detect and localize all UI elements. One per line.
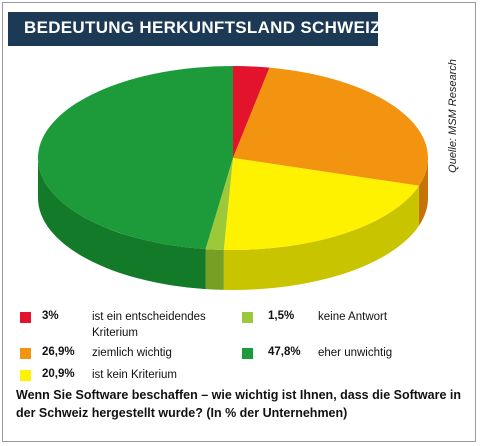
pie-slice-ziemlich-wichtig xyxy=(233,67,428,186)
legend-pct: 47,8% xyxy=(268,346,301,358)
legend-label: ist kein Kriterium xyxy=(92,369,177,381)
legend-label-cont: Kriterium xyxy=(92,327,139,339)
pie-slice-keine-antwort xyxy=(205,158,233,250)
pie-sides xyxy=(38,158,428,290)
legend-swatch xyxy=(242,312,253,323)
legend-swatch xyxy=(20,312,31,323)
legend-label: ziemlich wichtig xyxy=(92,347,172,359)
pie-side-keine-antwort xyxy=(205,249,224,290)
legend-pct: 1,5% xyxy=(268,310,295,322)
legend-label: ist ein entscheidendes xyxy=(92,311,206,323)
pie-slice-ist-ein-entscheidendes-kriterium xyxy=(233,66,270,158)
legend-swatch xyxy=(20,370,31,381)
legend-pct: 3% xyxy=(42,310,59,322)
pie-top xyxy=(37,66,428,251)
legend-pct: 26,9% xyxy=(42,346,75,358)
chart-question: Wenn Sie Software beschaffen – wie wicht… xyxy=(16,388,462,420)
pie-side-ist-kein-kriterium xyxy=(223,185,419,290)
chart-title: BEDEUTUNG HERKUNFTSLAND SCHWEIZ xyxy=(24,18,381,37)
legend-label: eher unwichtig xyxy=(318,347,393,359)
pie-slice-ist-kein-kriterium xyxy=(223,158,419,251)
title-bar: BEDEUTUNG HERKUNFTSLAND SCHWEIZ xyxy=(8,12,381,46)
legend-swatch xyxy=(20,348,31,359)
legend-label: keine Antwort xyxy=(318,311,388,323)
pie-side-eher-unwichtig xyxy=(38,158,206,290)
pie-slice-eher-unwichtig xyxy=(37,66,233,250)
pie-side-ziemlich-wichtig xyxy=(418,158,428,226)
legend-swatch xyxy=(242,348,253,359)
legend-pct: 20,9% xyxy=(42,368,75,380)
